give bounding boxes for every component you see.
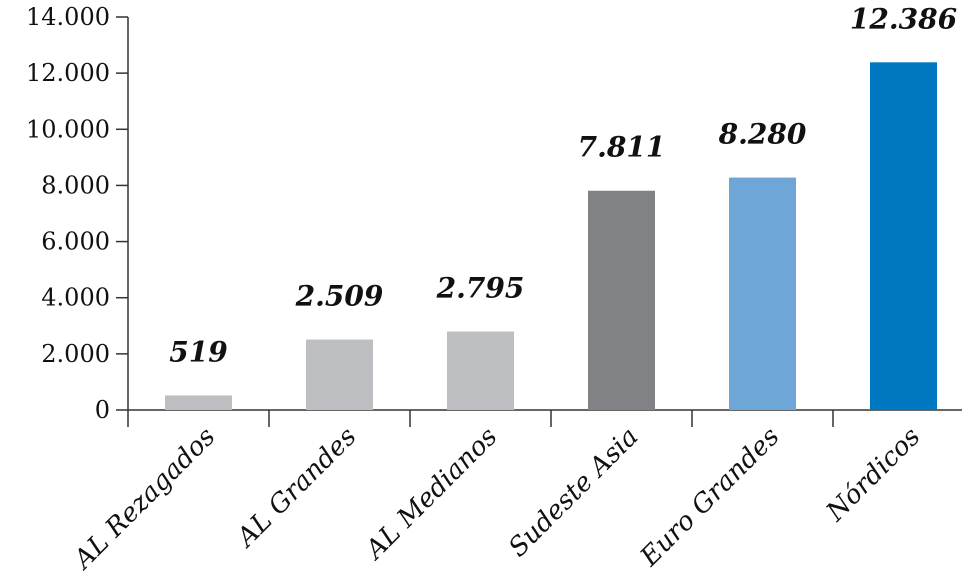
y-tick-label: 0 <box>95 396 110 424</box>
y-tick-label: 12.000 <box>26 59 110 87</box>
bar <box>870 62 937 411</box>
x-axis <box>127 409 962 427</box>
category-label: Nórdicos <box>820 422 926 528</box>
bar <box>447 331 514 410</box>
y-axis: 0 2.000 4.000 6.000 8.000 10.000 12.000 14.000 <box>26 3 129 424</box>
data-label: 8.280 <box>718 118 807 151</box>
bar <box>588 190 655 410</box>
y-tick-label: 14.000 <box>26 3 110 31</box>
data-label: 12.386 <box>850 2 957 35</box>
data-label: 7.811 <box>578 131 666 164</box>
y-tick-label: 10.000 <box>26 115 110 143</box>
data-label: 2.509 <box>295 280 384 313</box>
y-tick-label: 4.000 <box>41 284 110 312</box>
bars <box>165 62 937 411</box>
category-label: AL Medianos <box>359 422 504 567</box>
y-tick-label: 2.000 <box>41 340 110 368</box>
y-tick-label: 6.000 <box>41 228 110 256</box>
category-label: Sudeste Asia <box>503 422 644 563</box>
category-label: AL Rezagados <box>67 422 221 576</box>
bar <box>306 339 373 410</box>
bar <box>729 177 796 410</box>
data-label: 2.795 <box>436 272 525 305</box>
value-labels: 519 2.509 2.795 7.811 8.280 12.386 <box>169 2 957 368</box>
category-label: Euro Grandes <box>634 422 785 573</box>
y-tick-label: 8.000 <box>41 171 110 199</box>
category-label: AL Grandes <box>230 422 362 554</box>
bar <box>165 395 232 410</box>
data-label: 519 <box>169 335 227 368</box>
